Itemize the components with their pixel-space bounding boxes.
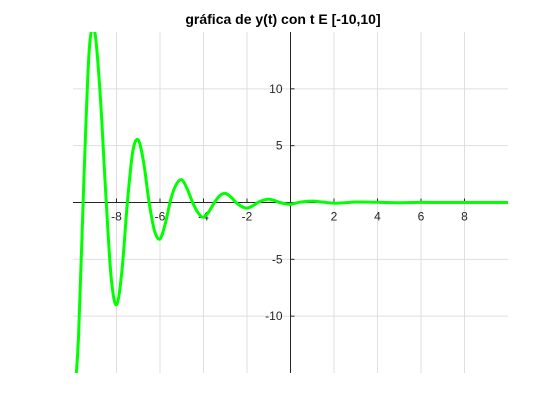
y-tick-label: 5 <box>276 139 283 153</box>
series <box>74 32 508 373</box>
series-line <box>74 32 508 373</box>
x-tick-label: 4 <box>374 210 381 224</box>
x-tick-label: 2 <box>331 210 338 224</box>
x-tick-label: -8 <box>111 210 122 224</box>
chart-title: gráfica de y(t) con t E [-10,10] <box>185 11 380 27</box>
y-tick-label: 10 <box>269 82 283 96</box>
y-tick-label: -5 <box>272 252 283 266</box>
x-tick-label: -6 <box>155 210 166 224</box>
y-tick-label: -10 <box>265 309 283 323</box>
x-tick-label: -2 <box>242 210 253 224</box>
x-tick-label: 6 <box>418 210 425 224</box>
x-tick-label: 8 <box>461 210 468 224</box>
